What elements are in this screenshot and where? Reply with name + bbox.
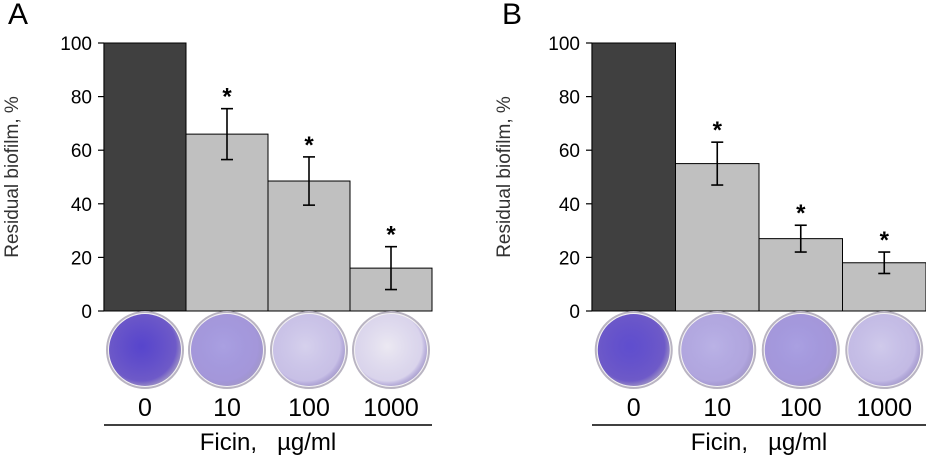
y-tick-label: 20 (71, 248, 92, 269)
y-tick-label: 0 (81, 302, 92, 323)
y-axis-label: Residual biofilm, % (2, 96, 23, 258)
y-tick-label: 40 (71, 195, 92, 216)
well-stain (191, 314, 263, 386)
well-stain (681, 314, 754, 386)
well-stain (597, 314, 670, 386)
significance-marker: * (304, 132, 314, 159)
x-tick-label: 100 (780, 394, 822, 422)
y-tick-label: 40 (559, 195, 580, 216)
well-stain (848, 314, 921, 386)
well-stain (109, 314, 181, 386)
y-tick-label: 100 (60, 34, 92, 55)
y-tick-label: 20 (559, 248, 580, 269)
well-stain (764, 314, 837, 386)
significance-marker: * (796, 200, 806, 227)
significance-marker: * (713, 117, 723, 144)
y-tick-label: 100 (548, 34, 580, 55)
x-axis-label: Ficin, µg/ml (200, 429, 337, 456)
x-tick-label: 1000 (363, 394, 419, 422)
bar-10 (675, 163, 760, 312)
bar-10 (185, 133, 269, 312)
x-axis-label: Ficin, µg/ml (691, 429, 828, 456)
significance-marker: * (880, 227, 890, 254)
y-tick-label: 80 (71, 88, 92, 109)
bar-0 (103, 42, 187, 312)
panel-label: B (502, 0, 522, 31)
y-tick-label: 80 (559, 88, 580, 109)
y-tick-label: 60 (559, 141, 580, 162)
bar-0 (591, 42, 676, 312)
y-tick-label: 60 (71, 141, 92, 162)
well-stain (355, 314, 427, 386)
x-tick-label: 0 (138, 394, 152, 422)
x-tick-label: 10 (703, 394, 731, 422)
significance-marker: * (386, 222, 396, 249)
x-tick-label: 100 (288, 394, 330, 422)
panel-label: A (8, 0, 28, 31)
x-tick-label: 0 (627, 394, 641, 422)
y-axis-label: Residual biofilm, % (494, 96, 515, 258)
y-tick-label: 0 (569, 302, 580, 323)
well-stain (273, 314, 345, 386)
x-tick-label: 10 (213, 394, 241, 422)
x-tick-label: 1000 (856, 394, 912, 422)
significance-marker: * (222, 84, 232, 111)
